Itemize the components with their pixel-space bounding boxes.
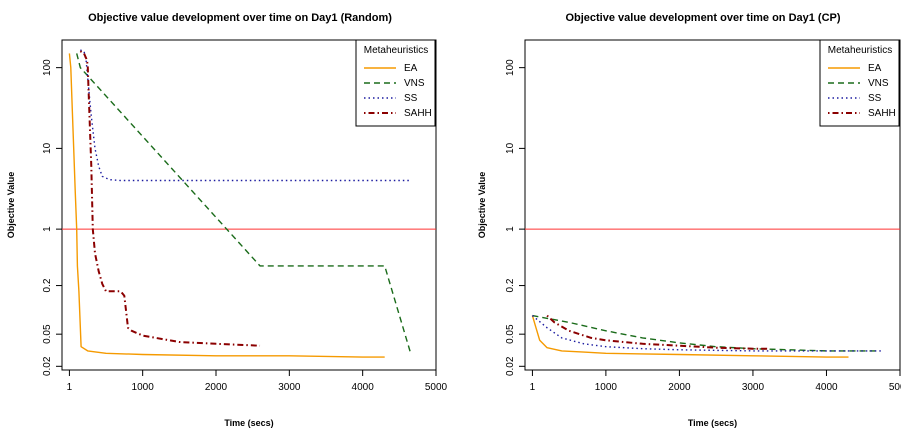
y-axis-label: Objective Value	[477, 172, 487, 239]
y-axis-label: Objective Value	[6, 172, 16, 239]
legend-entry-vns: VNS	[404, 78, 425, 89]
y-tick-label: 0.05	[42, 324, 53, 344]
legend-title: Metaheuristics	[364, 45, 428, 56]
legend-entry-ss: SS	[404, 93, 418, 104]
legend-entry-sahh: SAHH	[868, 108, 896, 119]
legend-entry-ss: SS	[868, 93, 882, 104]
legend-entry-ea: EA	[868, 63, 882, 74]
series-line-ea	[68, 53, 385, 358]
x-tick-label: 3000	[742, 382, 765, 393]
x-tick-label: 4000	[352, 382, 375, 393]
plot-frame	[61, 39, 437, 371]
series-line-ea	[531, 315, 849, 358]
y-tick-label: 10	[42, 142, 53, 154]
legend: Metaheuristics EA VNS SS SAHH	[355, 39, 436, 127]
legend-title: Metaheuristics	[828, 45, 892, 56]
chart-panel-1: Objective value development over time on…	[6, 12, 448, 428]
series-line-ss	[531, 315, 882, 352]
legend-entry-vns: VNS	[868, 78, 889, 89]
y-tick-label: 0.2	[42, 278, 53, 292]
x-tick-label: 2000	[668, 382, 691, 393]
x-axis-label: Time (secs)	[224, 418, 273, 428]
y-tick-label: 1	[505, 226, 516, 232]
series-line-vns	[76, 53, 411, 353]
y-tick-label: 0.2	[505, 278, 516, 292]
y-tick-label: 1	[42, 226, 53, 232]
legend-entry-ea: EA	[404, 63, 418, 74]
x-tick-label: 3000	[278, 382, 301, 393]
chart-title: Objective value development over time on…	[565, 12, 840, 24]
x-tick-label: 1000	[595, 382, 618, 393]
x-tick-label: 1	[67, 382, 73, 393]
series-line-sahh	[79, 50, 261, 347]
legend: Metaheuristics EA VNS SS SAHH	[819, 39, 900, 127]
series-line-vns	[532, 314, 878, 352]
y-tick-label: 10	[505, 142, 516, 154]
y-tick-label: 100	[505, 59, 516, 76]
x-tick-label: 4000	[815, 382, 838, 393]
x-axis-label: Time (secs)	[688, 418, 737, 428]
x-tick-label: 2000	[205, 382, 228, 393]
y-tick-label: 0.05	[505, 324, 516, 344]
legend-entry-sahh: SAHH	[404, 108, 432, 119]
series-line-sahh	[546, 314, 768, 350]
chart-panel-2: Objective value development over time on…	[477, 12, 901, 428]
x-tick-label: 5000	[425, 382, 448, 393]
x-tick-label: 5000	[889, 382, 901, 393]
chart-title: Objective value development over time on…	[88, 12, 392, 24]
x-tick-label: 1	[530, 382, 536, 393]
y-tick-label: 0.02	[505, 356, 516, 376]
y-tick-label: 100	[42, 59, 53, 76]
series-line-ss	[80, 49, 411, 182]
y-tick-label: 0.02	[42, 356, 53, 376]
x-tick-label: 1000	[132, 382, 155, 393]
plot-frame	[524, 39, 901, 371]
